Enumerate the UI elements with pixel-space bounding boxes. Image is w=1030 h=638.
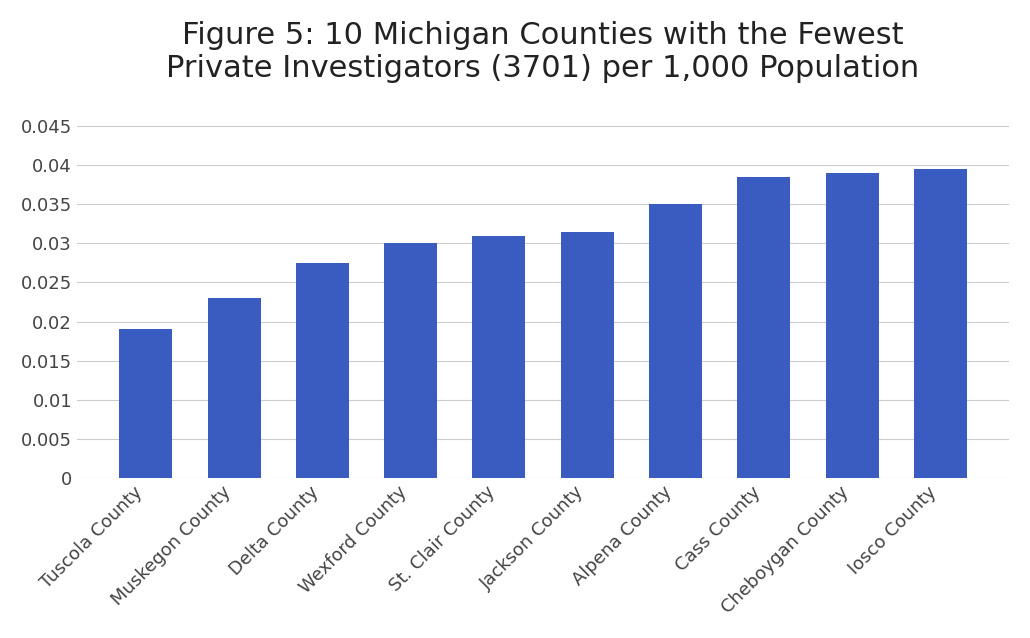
Bar [826,173,879,478]
Bar [473,235,525,478]
Bar [649,204,702,478]
Bar [384,243,437,478]
Bar [208,298,261,478]
Bar [914,169,967,478]
Title: Figure 5: 10 Michigan Counties with the Fewest
Private Investigators (3701) per : Figure 5: 10 Michigan Counties with the … [167,21,920,84]
Bar [737,177,790,478]
Bar [296,263,349,478]
Bar [119,329,172,478]
Bar [560,232,614,478]
